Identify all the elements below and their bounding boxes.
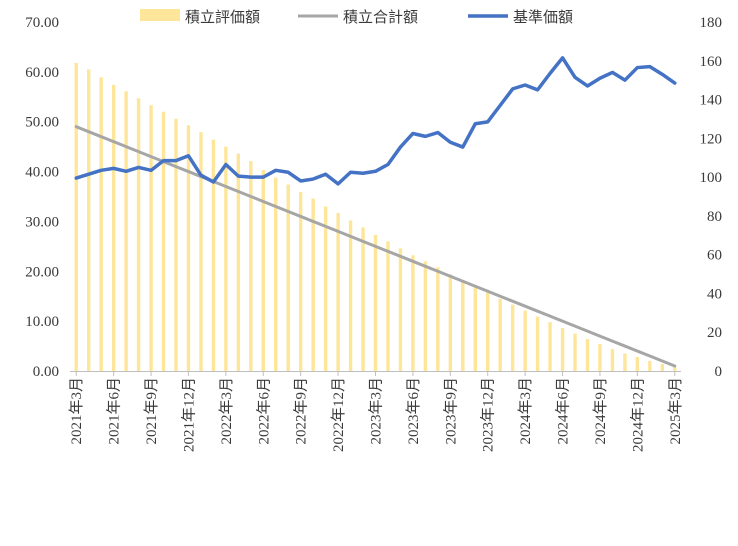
- bar-28: [423, 261, 428, 371]
- bar-46: [648, 361, 652, 371]
- legend: 積立評価額 積立合計額 基準価額: [140, 8, 573, 26]
- bar-45: [635, 357, 640, 371]
- bar-25: [386, 241, 390, 371]
- y-left-tick-6: 60.00: [25, 65, 59, 81]
- bar-36: [523, 310, 527, 371]
- bar-19: [311, 198, 315, 371]
- y-right-tick-6: 120: [700, 131, 723, 147]
- y-left-tick-1: 10.00: [25, 314, 59, 330]
- y-left-tick-5: 50.00: [25, 115, 59, 131]
- legend-swatch-0: [140, 9, 180, 21]
- x-tick-label-11: 2023年12月: [480, 377, 497, 452]
- bar-34: [498, 298, 502, 371]
- bar-13: [236, 153, 241, 371]
- y-left-tick-0: 0.00: [33, 364, 59, 380]
- bar-48: [673, 366, 677, 371]
- y-right-tick-0: 0: [715, 364, 723, 380]
- bar-33: [486, 292, 490, 371]
- bar-41: [585, 339, 590, 371]
- bar-43: [610, 349, 615, 371]
- x-tick-label-12: 2024年3月: [517, 377, 534, 445]
- bar-2: [99, 77, 103, 371]
- bar-16: [274, 177, 278, 371]
- x-tick-label-16: 2025年3月: [667, 377, 684, 445]
- y-left-tick-7: 70.00: [25, 15, 59, 31]
- bar-9: [186, 125, 191, 371]
- bar-15: [261, 170, 265, 371]
- bar-7: [161, 111, 166, 372]
- bar-44: [623, 353, 627, 371]
- y-axis-right-labels: 0 20 40 60 80 100 120 140 160 180: [700, 15, 723, 380]
- legend-label-0: 積立評価額: [185, 8, 260, 26]
- x-tick-label-14: 2024年9月: [592, 377, 609, 445]
- bar-42: [598, 344, 602, 371]
- bar-38: [548, 322, 552, 371]
- bar-18: [298, 192, 303, 371]
- line-series-0: [74, 125, 677, 368]
- bar-35: [510, 304, 515, 371]
- y-right-tick-8: 160: [700, 54, 723, 70]
- x-tick-label-15: 2024年12月: [629, 377, 646, 452]
- line-series-group: [74, 56, 677, 368]
- x-axis-labels: 2021年3月 2021年6月 2021年9月 2021年12月 2022年3月 2022…: [68, 377, 684, 452]
- y-right-tick-5: 100: [700, 170, 723, 186]
- bar-22: [348, 220, 353, 371]
- bar-10: [199, 132, 203, 371]
- bar-5: [136, 98, 141, 371]
- bar-39: [560, 328, 565, 371]
- x-tick-label-13: 2024年6月: [555, 377, 572, 445]
- bar-47: [660, 364, 664, 371]
- bar-31: [461, 280, 465, 371]
- bar-32: [473, 286, 477, 371]
- x-tick-label-4: 2022年3月: [218, 377, 235, 445]
- y-right-tick-1: 20: [707, 325, 722, 341]
- x-tick-label-7: 2022年12月: [330, 377, 347, 452]
- bar-30: [448, 274, 453, 371]
- y-right-tick-9: 180: [700, 15, 723, 31]
- bar-17: [286, 184, 290, 371]
- x-tick-label-2: 2021年9月: [143, 377, 160, 445]
- y-left-tick-2: 20.00: [25, 264, 59, 280]
- legend-label-2: 基準価額: [513, 8, 573, 26]
- bar-26: [398, 248, 403, 371]
- bar-37: [535, 316, 540, 371]
- bar-12: [224, 146, 228, 371]
- bar-0: [74, 62, 78, 371]
- x-tick-label-6: 2022年9月: [293, 377, 310, 445]
- bar-20: [323, 206, 328, 371]
- x-tick-label-8: 2023年3月: [368, 377, 385, 445]
- line-series-1: [74, 56, 677, 186]
- axes-group: [70, 371, 681, 376]
- x-tick-label-0: 2021年3月: [68, 377, 85, 445]
- bar-14: [249, 161, 253, 371]
- x-tick-label-10: 2023年9月: [442, 377, 459, 445]
- y-right-tick-3: 60: [707, 248, 722, 264]
- bar-29: [436, 267, 440, 371]
- x-tick-label-5: 2022年6月: [255, 377, 272, 445]
- y-left-tick-4: 40.00: [25, 165, 59, 181]
- y-left-tick-3: 30.00: [25, 214, 59, 230]
- y-axis-left-labels: 0.00 10.00 20.00 30.00 40.00 50.00 60.00 70.00: [25, 15, 59, 380]
- bar-27: [411, 255, 415, 371]
- bar-8: [174, 118, 178, 371]
- bar-24: [373, 234, 378, 371]
- bar-40: [573, 333, 577, 371]
- bar-23: [361, 227, 365, 371]
- y-right-tick-4: 80: [707, 209, 722, 225]
- bar-series-group: [74, 62, 677, 372]
- x-tick-label-1: 2021年6月: [106, 377, 123, 445]
- bar-3: [111, 84, 116, 371]
- bar-4: [124, 91, 128, 372]
- bar-6: [149, 105, 153, 371]
- x-tick-label-9: 2023年6月: [405, 377, 422, 445]
- bar-1: [87, 69, 91, 372]
- y-right-tick-7: 140: [700, 93, 723, 109]
- y-right-tick-2: 40: [707, 286, 722, 302]
- bar-21: [336, 212, 340, 371]
- legend-label-1: 積立合計額: [343, 8, 418, 26]
- bar-11: [211, 139, 216, 371]
- x-tick-label-3: 2021年12月: [180, 377, 197, 452]
